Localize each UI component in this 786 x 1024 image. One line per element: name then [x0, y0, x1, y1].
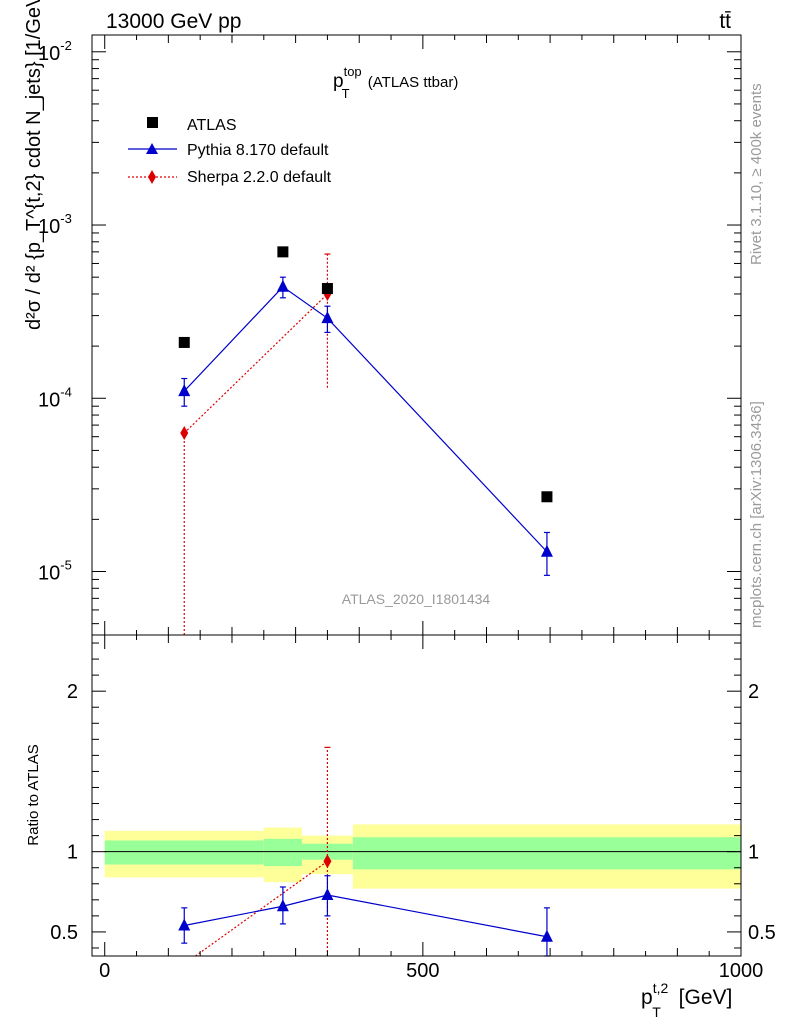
main-panel: 10-210-310-410-5 ptop T (ATLAS ttbar) ATL…: [23, 0, 742, 636]
main-y-tick-label: 10-3: [38, 211, 72, 238]
atlas-data-point: [178, 336, 190, 348]
legend-label-pythia: Pythia 8.170 default: [187, 142, 329, 159]
pythia-ratio-point: [321, 888, 334, 901]
atlas-data-point: [277, 246, 289, 258]
pythia-ratio-point: [178, 918, 191, 931]
x-tick-label: 500: [406, 960, 439, 982]
pythia-main-line: [183, 286, 548, 553]
pythia-ratio-point: [540, 929, 553, 942]
ratio-band-green: [263, 838, 302, 867]
ratio-tick-labels: 0.5 0.5 1 1 2 2 0 500 1000: [50, 681, 776, 982]
x-label-superscript: t,2: [653, 980, 669, 996]
title-superscript: top: [344, 64, 362, 79]
ratio-y-tick-label-left: 0.5: [50, 922, 78, 944]
main-y-tick-exponent: -5: [60, 558, 72, 573]
rivet-version-label: Rivet 3.1.10, ≥ 400k events: [748, 83, 765, 265]
legend-label-sherpa: Sherpa 2.2.0 default: [187, 169, 332, 186]
title-rest: (ATLAS ttbar): [364, 74, 459, 91]
sherpa-main-point: [180, 426, 189, 441]
pythia-main-point: [178, 384, 191, 397]
atlas-data-point: [541, 491, 553, 503]
main-y-tick-exponent: -4: [60, 384, 72, 399]
x-axis-label: pt,2 T [GeV]: [641, 980, 732, 1020]
sherpa-main-line: [183, 293, 328, 434]
legend-marker-atlas: [147, 117, 158, 128]
ratio-y-tick-label-right: 0.5: [748, 922, 776, 944]
x-label-subscript: T: [652, 1004, 661, 1020]
ratio-axis-ticks: [92, 635, 742, 956]
analysis-id-label: ATLAS_2020_I1801434: [342, 591, 491, 607]
ratio-panel-frame: [91, 634, 742, 957]
ratio-y-tick-label-left: 1: [67, 842, 78, 864]
legend-label-atlas: ATLAS: [187, 117, 237, 134]
ratio-band-green: [104, 840, 264, 865]
ratio-y-tick-label-right: 2: [748, 681, 759, 703]
main-y-tick-label: 10-5: [38, 558, 72, 585]
ratio-y-axis-label: Ratio to ATLAS: [25, 744, 42, 845]
pythia-main-point: [276, 279, 289, 292]
x-tick-label: 0: [99, 960, 110, 982]
x-label-rest: [GeV]: [673, 986, 733, 1009]
plot-title: ptop T (ATLAS ttbar): [333, 64, 458, 101]
main-y-axis-label: d²σ / d² {p_T^{t,2} cdot N_jets} [1/GeV]: [23, 0, 45, 330]
pythia-ratio-line: [184, 894, 548, 938]
process-label: tt̄: [719, 10, 731, 33]
legend-marker-pythia: [146, 143, 158, 154]
main-axis-ticks: [92, 35, 742, 635]
pythia-main-point: [321, 311, 334, 324]
pythia-ratio-point: [276, 899, 289, 912]
main-y-tick-label: 10-4: [38, 384, 72, 411]
source-label: mcplots.cern.ch [arXiv:1306.3436]: [748, 401, 765, 628]
sherpa-ratio-line: [195, 860, 328, 957]
x-label-main: p: [641, 986, 653, 1009]
main-y-tick-exponent: -3: [60, 211, 72, 226]
title-main: p: [333, 71, 344, 92]
title-subscript: T: [342, 86, 350, 101]
main-y-tick-exponent: -2: [60, 38, 72, 53]
ratio-band-green: [352, 837, 741, 870]
ratio-uncertainty-bands: [104, 824, 741, 889]
atlas-data-point: [321, 283, 333, 295]
energy-label: 13000 GeV pp: [106, 10, 241, 33]
ratio-y-tick-label-left: 2: [67, 681, 78, 703]
legend: ATLAS Pythia 8.170 default Sherpa 2.2.0 …: [128, 117, 332, 186]
ratio-panel: 0.5 0.5 1 1 2 2 0 500 1000 Ratio to ATLAS pt,2 T …: [25, 634, 776, 1020]
pythia-main-point: [540, 544, 553, 557]
ratio-y-tick-label-right: 1: [748, 842, 759, 864]
sherpa-ratio-point: [323, 854, 332, 869]
main-data-layer: [178, 246, 553, 635]
legend-marker-sherpa: [148, 170, 156, 184]
x-tick-label: 1000: [719, 960, 764, 982]
